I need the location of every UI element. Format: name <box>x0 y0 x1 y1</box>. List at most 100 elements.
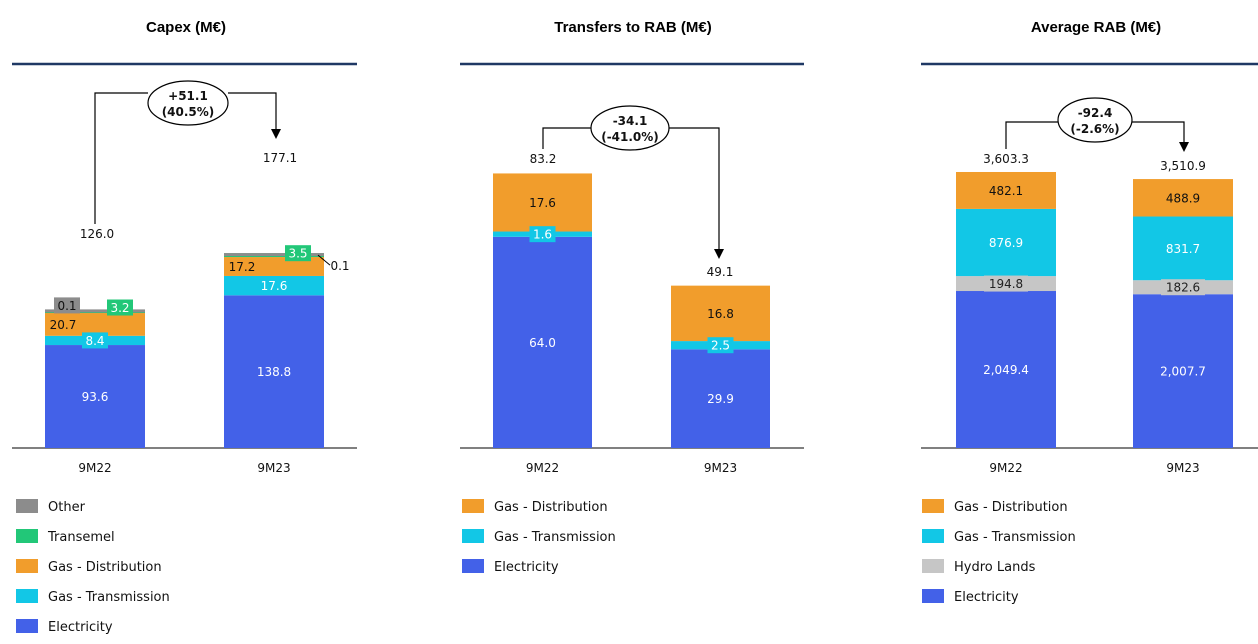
data-label-other-9M23: 0.1 <box>330 259 349 273</box>
change-bracket-right <box>669 127 720 251</box>
data-label-electricity-9M22: 64.0 <box>529 336 556 350</box>
data-label-gas_distribution-9M22: 17.6 <box>529 196 556 210</box>
legend-swatch-electricity <box>16 619 38 633</box>
legend-swatch-hydro_lands <box>922 559 944 573</box>
legend-swatch-electricity <box>922 589 944 603</box>
legend-swatch-other <box>16 499 38 513</box>
data-label-gas_distribution-9M23: 16.8 <box>707 307 734 321</box>
change-percent: (-41.0%) <box>601 130 659 144</box>
data-label-transemel-9M23: 3.5 <box>288 247 307 261</box>
data-label-gas_transmission-9M23: 2.5 <box>711 339 730 353</box>
change-percent: (-2.6%) <box>1070 122 1119 136</box>
change-bubble <box>147 80 229 126</box>
legend-label-gas_transmission: Gas - Transmission <box>494 530 616 545</box>
data-label-hydro_lands-9M22-chip <box>984 275 1028 292</box>
data-label-electricity-9M23: 29.9 <box>707 392 734 406</box>
change-bubble <box>590 105 670 151</box>
change-arrow-head <box>1179 142 1189 152</box>
bar-gas_transmission-9M23 <box>1133 216 1233 281</box>
bar-electricity-9M22 <box>493 236 592 448</box>
legend-swatch-gas_transmission <box>16 589 38 603</box>
change-bracket-right <box>228 92 277 131</box>
data-label-other-9M22: 0.1 <box>57 299 76 313</box>
data-label-gas_transmission-9M23: 831.7 <box>1166 242 1200 256</box>
legend-swatch-gas_distribution <box>462 499 484 513</box>
legend-label-electricity: Electricity <box>494 560 559 575</box>
bar-gas_distribution-9M23 <box>671 285 770 342</box>
data-label-transemel-9M22: 3.2 <box>110 301 129 315</box>
change-bracket-left <box>1005 121 1058 149</box>
data-label-other-9M22-chip <box>54 297 80 314</box>
data-label-electricity-9M22: 93.6 <box>82 390 109 404</box>
category-label-9M22: 9M22 <box>526 461 559 475</box>
legend-swatch-gas_distribution <box>16 559 38 573</box>
change-percent: (40.5%) <box>162 105 215 119</box>
data-label-hydro_lands-9M23: 182.6 <box>1166 281 1200 295</box>
total-label-9M23: 177.1 <box>263 151 297 165</box>
bar-other-9M22 <box>45 309 145 313</box>
total-label-9M22: 3,603.3 <box>983 152 1029 166</box>
data-label-gas_distribution-9M23: 17.2 <box>229 260 256 274</box>
legend-label-electricity: Electricity <box>48 620 113 635</box>
total-label-9M22: 83.2 <box>530 152 557 166</box>
category-label-9M23: 9M23 <box>704 461 737 475</box>
data-label-gas_transmission-9M23: 17.6 <box>261 279 288 293</box>
category-label-9M23: 9M23 <box>1166 461 1199 475</box>
category-label-9M22: 9M22 <box>989 461 1022 475</box>
data-label-gas_distribution-9M22: 20.7 <box>50 318 77 332</box>
legend-swatch-electricity <box>462 559 484 573</box>
data-label-transemel-9M23-chip <box>285 245 311 262</box>
total-label-9M23: 49.1 <box>707 265 734 279</box>
data-label-gas_transmission-9M22-chip <box>529 226 556 243</box>
transfers-title: Transfers to RAB (M€) <box>554 19 712 36</box>
change-arrow-head <box>714 249 724 259</box>
data-label-gas_transmission-9M22: 8.4 <box>85 334 104 348</box>
bar-gas_transmission-9M22 <box>956 208 1056 277</box>
total-label-9M23: 3,510.9 <box>1160 159 1206 173</box>
data-label-gas_distribution-9M22: 482.1 <box>989 184 1023 198</box>
bar-gas_distribution-9M22 <box>493 173 592 232</box>
other-leader-line <box>317 254 331 266</box>
change-bubble <box>1057 97 1133 143</box>
bar-gas_distribution-9M23 <box>224 257 324 276</box>
total-label-9M22: 126.0 <box>80 227 114 241</box>
data-label-hydro_lands-9M22: 194.8 <box>989 277 1023 291</box>
data-label-electricity-9M23: 2,007.7 <box>1160 365 1206 379</box>
change-arrow-head <box>271 129 281 139</box>
bar-gas_distribution-9M23 <box>1133 179 1233 217</box>
data-label-gas_transmission-9M22: 1.6 <box>533 228 552 242</box>
legend-label-other: Other <box>48 500 86 515</box>
legend-swatch-gas_transmission <box>462 529 484 543</box>
legend-swatch-transemel <box>16 529 38 543</box>
change-value: -34.1 <box>613 114 648 128</box>
bar-electricity-9M23 <box>1133 294 1233 448</box>
data-label-gas_transmission-9M23-chip <box>707 337 734 354</box>
data-label-gas_distribution-9M23: 488.9 <box>1166 191 1200 205</box>
legend-label-gas_distribution: Gas - Distribution <box>954 500 1068 515</box>
change-bracket-right <box>1132 121 1185 144</box>
bar-electricity-9M23 <box>224 295 324 448</box>
legend-label-gas_distribution: Gas - Distribution <box>494 500 608 515</box>
legend-swatch-gas_transmission <box>922 529 944 543</box>
bar-electricity-9M22 <box>45 345 145 448</box>
legend-label-gas_transmission: Gas - Transmission <box>954 530 1076 545</box>
bar-gas_distribution-9M22 <box>45 313 145 336</box>
bar-electricity-9M22 <box>956 291 1056 448</box>
average-rab-panel: Average RAB (M€) 2,049.4 194.8 876.9 482.1 3… <box>921 19 1258 605</box>
data-label-electricity-9M23: 138.8 <box>257 365 291 379</box>
legend-label-gas_transmission: Gas - Transmission <box>48 590 170 605</box>
capex-title: Capex (M€) <box>146 19 226 36</box>
change-bracket-left <box>542 127 591 149</box>
legend-label-transemel: Transemel <box>47 530 115 545</box>
change-value: +51.1 <box>168 89 208 103</box>
data-label-gas_transmission-9M22-chip <box>82 332 108 349</box>
bar-electricity-9M23 <box>671 349 770 448</box>
legend-label-gas_distribution: Gas - Distribution <box>48 560 162 575</box>
capex-panel: Capex (M€) 93.6 8.4 20.7 3.2 0.1 126.0 9M22 138… <box>12 19 357 635</box>
category-label-9M23: 9M23 <box>257 461 290 475</box>
legend-label-electricity: Electricity <box>954 590 1019 605</box>
average-rab-title: Average RAB (M€) <box>1031 19 1161 36</box>
transfers-panel: Transfers to RAB (M€) 64.0 1.6 17.6 83.2 9M2… <box>460 19 804 575</box>
change-value: -92.4 <box>1078 106 1113 120</box>
